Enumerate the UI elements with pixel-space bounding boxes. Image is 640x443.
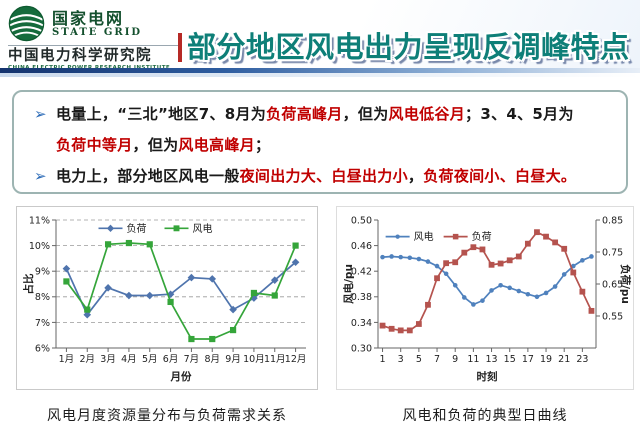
svg-text:5月: 5月 bbox=[142, 354, 158, 365]
svg-text:占比: 占比 bbox=[22, 273, 35, 294]
bullet-line: 电量上，“三北”地区7、8月为负荷高峰月，但为风电低谷月；3、4、5月为 bbox=[56, 105, 574, 123]
svg-text:0.75: 0.75 bbox=[602, 247, 623, 258]
svg-text:0.38: 0.38 bbox=[351, 292, 372, 303]
svg-text:12月: 12月 bbox=[285, 354, 307, 365]
svg-text:6%: 6% bbox=[35, 343, 50, 354]
svg-text:负荷: 负荷 bbox=[472, 230, 492, 243]
logo-name-en: STATE GRID bbox=[52, 26, 143, 38]
svg-text:0.46: 0.46 bbox=[351, 241, 372, 252]
header-divider-bar bbox=[0, 68, 640, 73]
svg-text:15: 15 bbox=[504, 354, 516, 365]
state-grid-globe-icon bbox=[8, 5, 45, 42]
svg-text:11月: 11月 bbox=[264, 354, 286, 365]
svg-text:负荷: 负荷 bbox=[127, 222, 147, 235]
svg-text:8月: 8月 bbox=[204, 354, 220, 365]
left-chart-caption: 风电月度资源量分布与负荷需求关系 bbox=[47, 408, 287, 424]
svg-text:8%: 8% bbox=[35, 292, 50, 303]
svg-text:19: 19 bbox=[540, 354, 552, 365]
svg-text:3: 3 bbox=[398, 354, 404, 365]
svg-text:9: 9 bbox=[452, 354, 458, 365]
svg-text:4月: 4月 bbox=[121, 354, 137, 365]
svg-text:11: 11 bbox=[467, 354, 479, 365]
state-grid-logo-block: 国家电网 STATE GRID 中国电力科学研究院 CHINA ELECTRIC… bbox=[8, 5, 180, 72]
bullet-item-power: ➢ 电力上，部分地区风电一般夜间出力大、白昼出力小，负荷夜间小、白昼大。 bbox=[34, 161, 600, 192]
svg-text:3月: 3月 bbox=[100, 354, 116, 365]
svg-text:0.55: 0.55 bbox=[602, 311, 623, 322]
header-divider-glow bbox=[0, 73, 640, 77]
svg-text:17: 17 bbox=[522, 354, 534, 365]
svg-text:9%: 9% bbox=[35, 267, 50, 278]
svg-text:7月: 7月 bbox=[184, 354, 200, 365]
svg-text:0.34: 0.34 bbox=[351, 318, 372, 329]
svg-text:6月: 6月 bbox=[163, 354, 179, 365]
svg-text:13: 13 bbox=[485, 354, 497, 365]
svg-text:9月: 9月 bbox=[225, 354, 241, 365]
svg-text:5: 5 bbox=[416, 354, 422, 365]
svg-text:10月: 10月 bbox=[243, 354, 265, 365]
svg-text:时刻: 时刻 bbox=[477, 370, 498, 383]
monthly-chart-frame: 6% 7% 8% 9% 10% 11% 1月 2月 3月 4月 5月 6月 7月 8月 9月 10月 11月 12… bbox=[16, 206, 318, 390]
monthly-distribution-figure: 6% 7% 8% 9% 10% 11% 1月 2月 3月 4月 5月 6月 7月 8月 9月 10月 11月 12… bbox=[16, 206, 318, 425]
svg-text:23: 23 bbox=[576, 354, 588, 365]
svg-text:21: 21 bbox=[558, 354, 570, 365]
key-points-box: ➢ 电量上，“三北”地区7、8月为负荷高峰月，但为风电低谷月；3、4、5月为 负… bbox=[12, 90, 628, 194]
daily-chart-frame: 0.30 0.34 0.38 0.42 0.46 0.50 0.55 0.65 0.75 0.85… bbox=[336, 206, 634, 390]
svg-text:1: 1 bbox=[380, 354, 386, 365]
logo-name-cn: 国家电网 bbox=[52, 8, 125, 28]
monthly-wind-load-chart: 6% 7% 8% 9% 10% 11% 1月 2月 3月 4月 5月 6月 7月 8月 9月 10月 11月 12… bbox=[22, 215, 307, 383]
right-chart-caption: 风电和负荷的典型日曲线 bbox=[402, 408, 568, 424]
svg-text:0.30: 0.30 bbox=[351, 343, 372, 354]
title-accent-bar bbox=[178, 33, 182, 62]
arrow-bullet-icon: ➢ bbox=[34, 167, 47, 185]
svg-text:风电: 风电 bbox=[414, 230, 434, 243]
svg-text:7: 7 bbox=[434, 354, 440, 365]
svg-text:10%: 10% bbox=[29, 241, 50, 252]
svg-text:0.42: 0.42 bbox=[351, 267, 372, 278]
logo-divider-line bbox=[8, 45, 180, 46]
svg-text:负荷/pu: 负荷/pu bbox=[619, 264, 632, 304]
svg-text:0.65: 0.65 bbox=[602, 279, 623, 290]
slide-header: 国家电网 STATE GRID 中国电力科学研究院 CHINA ELECTRIC… bbox=[0, 0, 640, 71]
svg-text:7%: 7% bbox=[35, 318, 50, 329]
daily-curve-figure: 0.30 0.34 0.38 0.42 0.46 0.50 0.55 0.65 0.75 0.85… bbox=[336, 206, 634, 425]
bullet-line: 电力上，部分地区风电一般夜间出力大、白昼出力小，负荷夜间小、白昼大。 bbox=[56, 167, 577, 185]
svg-text:风电/pu: 风电/pu bbox=[342, 264, 355, 304]
svg-text:1月: 1月 bbox=[59, 354, 75, 365]
arrow-bullet-icon: ➢ bbox=[34, 105, 47, 123]
institute-name-cn: 中国电力科学研究院 bbox=[8, 48, 152, 64]
bullet-line: 负荷中等月，但为风电高峰月； bbox=[56, 136, 271, 154]
svg-text:0.85: 0.85 bbox=[602, 215, 623, 226]
svg-text:0.50: 0.50 bbox=[351, 215, 372, 226]
svg-text:11%: 11% bbox=[29, 215, 50, 226]
svg-text:风电: 风电 bbox=[193, 222, 213, 235]
slide-title: 部分地区风电出力呈现反调峰特点 bbox=[187, 30, 630, 64]
bullet-item-energy: ➢ 电量上，“三北”地区7、8月为负荷高峰月，但为风电低谷月；3、4、5月为 负… bbox=[34, 99, 600, 161]
svg-text:月份: 月份 bbox=[170, 370, 192, 383]
daily-wind-load-chart: 0.30 0.34 0.38 0.42 0.46 0.50 0.55 0.65 0.75 0.85… bbox=[342, 215, 632, 383]
svg-text:2月: 2月 bbox=[79, 354, 95, 365]
